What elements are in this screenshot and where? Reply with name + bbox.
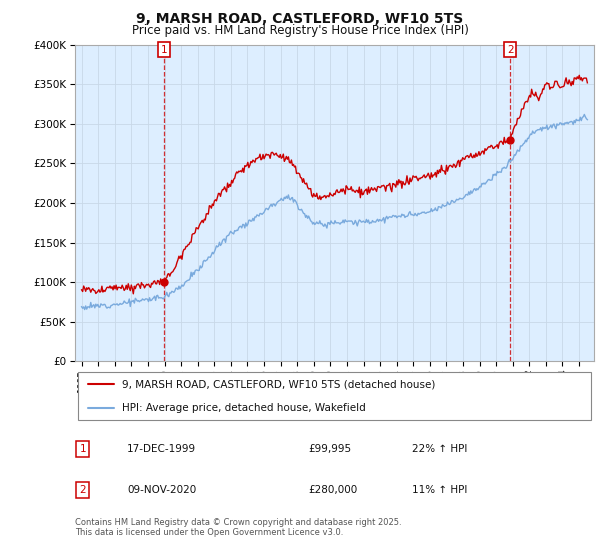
Text: 9, MARSH ROAD, CASTLEFORD, WF10 5TS (detached house): 9, MARSH ROAD, CASTLEFORD, WF10 5TS (det… — [122, 380, 435, 390]
Text: 1: 1 — [79, 444, 86, 454]
Text: 17-DEC-1999: 17-DEC-1999 — [127, 444, 196, 454]
Text: Price paid vs. HM Land Registry's House Price Index (HPI): Price paid vs. HM Land Registry's House … — [131, 24, 469, 36]
Text: 1: 1 — [160, 45, 167, 55]
Text: 2: 2 — [507, 45, 514, 55]
Text: £280,000: £280,000 — [308, 484, 358, 494]
Text: £99,995: £99,995 — [308, 444, 352, 454]
Text: 22% ↑ HPI: 22% ↑ HPI — [412, 444, 468, 454]
FancyBboxPatch shape — [77, 372, 592, 420]
Text: HPI: Average price, detached house, Wakefield: HPI: Average price, detached house, Wake… — [122, 403, 365, 413]
Text: 09-NOV-2020: 09-NOV-2020 — [127, 484, 196, 494]
Text: Contains HM Land Registry data © Crown copyright and database right 2025.
This d: Contains HM Land Registry data © Crown c… — [75, 518, 401, 538]
Text: 9, MARSH ROAD, CASTLEFORD, WF10 5TS: 9, MARSH ROAD, CASTLEFORD, WF10 5TS — [136, 12, 464, 26]
Text: 2: 2 — [79, 484, 86, 494]
Text: 11% ↑ HPI: 11% ↑ HPI — [412, 484, 468, 494]
